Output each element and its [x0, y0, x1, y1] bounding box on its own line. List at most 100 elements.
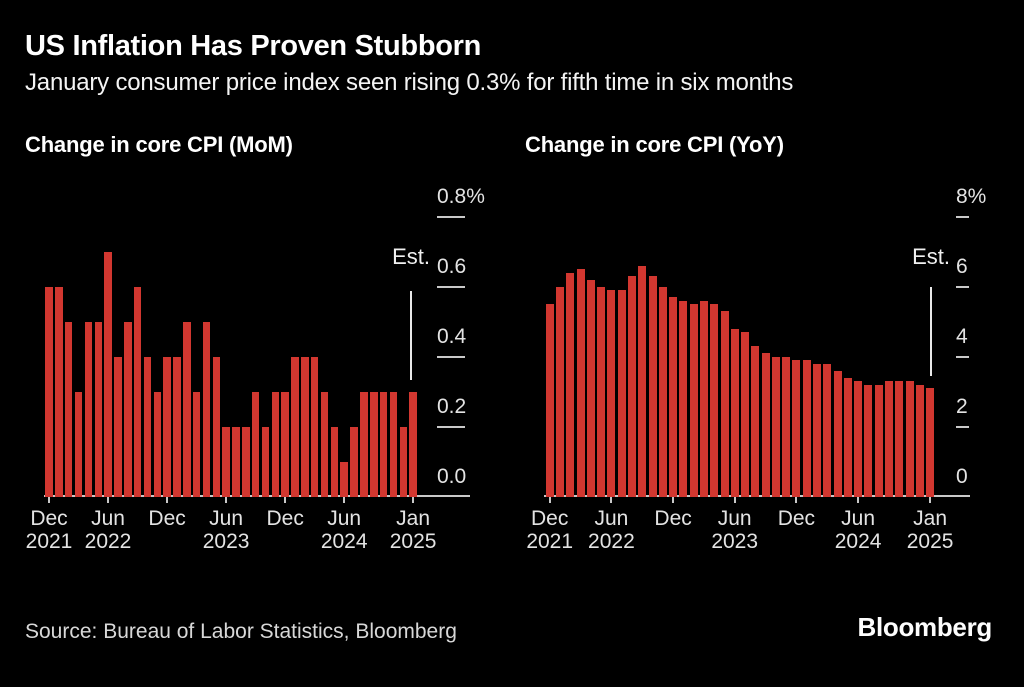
- x-axis-tickmark: [610, 497, 613, 503]
- x-axis-tickmark: [343, 497, 346, 503]
- y-axis-tick: [437, 356, 465, 358]
- x-axis-label-year: 2024: [320, 530, 368, 553]
- bar-jan-2022: [55, 287, 63, 497]
- x-axis-label-year: 2023: [202, 530, 250, 553]
- page-title: US Inflation Has Proven Stubborn: [25, 30, 482, 62]
- bar-mar-2022: [74, 392, 83, 497]
- bar-mar-2022: [576, 269, 585, 497]
- bar-jun-2022: [104, 252, 112, 497]
- x-axis-label-month: Jun: [594, 507, 629, 530]
- y-axis-label: 4: [956, 325, 968, 348]
- bar-apr-2024: [320, 392, 329, 497]
- bar-aug-2023: [751, 346, 760, 497]
- x-axis-tickmark: [284, 497, 287, 503]
- bar-jul-2022: [617, 290, 626, 497]
- x-axis-label-month: Dec: [777, 507, 816, 530]
- y-axis-label: 6: [956, 255, 968, 278]
- x-axis-label-month: Dec: [654, 507, 692, 530]
- y-axis-tick: [437, 216, 465, 218]
- bar-oct-2024: [895, 381, 904, 497]
- bar-dec-2021: [45, 287, 53, 497]
- bar-feb-2023: [689, 304, 698, 497]
- y-axis-tick: [437, 426, 465, 428]
- x-axis-label-year: 2022: [84, 530, 132, 553]
- page-subtitle: January consumer price index seen rising…: [25, 69, 794, 96]
- y-axis-tick: [956, 426, 969, 428]
- bar-nov-2024: [389, 392, 398, 497]
- x-axis-label-month: Jan: [913, 507, 948, 530]
- bar-oct-2022: [648, 276, 657, 497]
- bar-dec-2024: [399, 427, 407, 497]
- y-axis-label: 0.6: [437, 255, 467, 278]
- x-axis-tickmark: [225, 497, 228, 503]
- y-axis-label: 0.8%: [437, 185, 485, 208]
- bar-dec-2022: [163, 357, 171, 497]
- y-axis-label: 2: [956, 395, 968, 418]
- bar-sep-2022: [638, 266, 647, 497]
- y-axis-label: 0: [956, 465, 968, 488]
- x-axis-label-year: 2025: [389, 530, 437, 553]
- bar-jun-2024: [854, 381, 863, 497]
- bar-jul-2022: [114, 357, 122, 497]
- x-axis-tickmark: [929, 497, 932, 503]
- bar-apr-2022: [84, 322, 93, 497]
- x-axis-label-year: 2024: [834, 530, 882, 553]
- x-axis-label-month: Dec: [531, 507, 569, 530]
- x-axis-label-month: Dec: [148, 507, 186, 530]
- bloomberg-logo: Bloomberg: [857, 612, 992, 642]
- y-axis-label: 0.4: [437, 325, 467, 348]
- estimate-label: Est.: [912, 244, 950, 269]
- y-axis-tick: [956, 216, 969, 218]
- chart-title-mom: Change in core CPI (MoM): [25, 132, 293, 157]
- x-axis-label-month: Jun: [91, 507, 125, 530]
- x-axis-tickmark: [548, 497, 551, 503]
- y-axis-label: 0.2: [437, 395, 467, 418]
- estimate-marker-line: [410, 291, 412, 380]
- x-axis-label-month: Dec: [30, 507, 68, 530]
- bar-jan-2025: [409, 392, 417, 497]
- bar-jan-2024: [802, 360, 811, 497]
- bar-mar-2023: [699, 301, 708, 497]
- bar-apr-2022: [586, 280, 595, 497]
- bar-mar-2024: [310, 357, 319, 497]
- y-axis-label: 0.0: [437, 465, 467, 488]
- x-axis-label-month: Jan: [396, 507, 431, 530]
- x-axis-label-year: 2025: [906, 530, 954, 553]
- bar-jul-2024: [350, 427, 358, 497]
- bar-dec-2023: [792, 360, 801, 497]
- bar-jan-2024: [291, 357, 299, 497]
- bar-may-2022: [94, 322, 102, 497]
- bar-jul-2023: [232, 427, 240, 497]
- bar-dec-2023: [281, 392, 289, 497]
- bar-jan-2023: [679, 301, 688, 497]
- bar-jul-2023: [741, 332, 749, 497]
- bar-sep-2024: [884, 381, 893, 497]
- bar-jul-2024: [864, 385, 873, 497]
- x-axis-label-month: Jun: [717, 507, 752, 530]
- x-axis-label-month: Jun: [327, 507, 362, 530]
- bar-sep-2024: [370, 392, 378, 497]
- bar-nov-2023: [782, 357, 791, 497]
- x-axis-tickmark: [166, 497, 169, 503]
- bar-mar-2024: [823, 364, 832, 497]
- bar-apr-2024: [833, 371, 842, 497]
- bar-nov-2022: [153, 392, 161, 497]
- x-axis-tickmark: [795, 497, 798, 503]
- bar-aug-2022: [627, 276, 636, 497]
- bar-jan-2025: [926, 388, 935, 497]
- bar-feb-2024: [301, 357, 309, 497]
- bar-nov-2022: [658, 287, 667, 497]
- bar-may-2024: [843, 378, 852, 497]
- x-axis-tickmark: [48, 497, 50, 503]
- bar-nov-2024: [905, 381, 914, 497]
- bar-jun-2023: [730, 329, 739, 497]
- bar-sep-2023: [251, 392, 260, 497]
- bar-dec-2021: [545, 304, 554, 497]
- x-axis-tickmark: [857, 497, 860, 503]
- y-axis-label: 8%: [956, 185, 987, 208]
- bar-may-2023: [212, 357, 220, 497]
- bar-aug-2022: [124, 322, 132, 497]
- bar-sep-2023: [761, 353, 770, 497]
- source-credit: Source: Bureau of Labor Statistics, Bloo…: [25, 620, 457, 643]
